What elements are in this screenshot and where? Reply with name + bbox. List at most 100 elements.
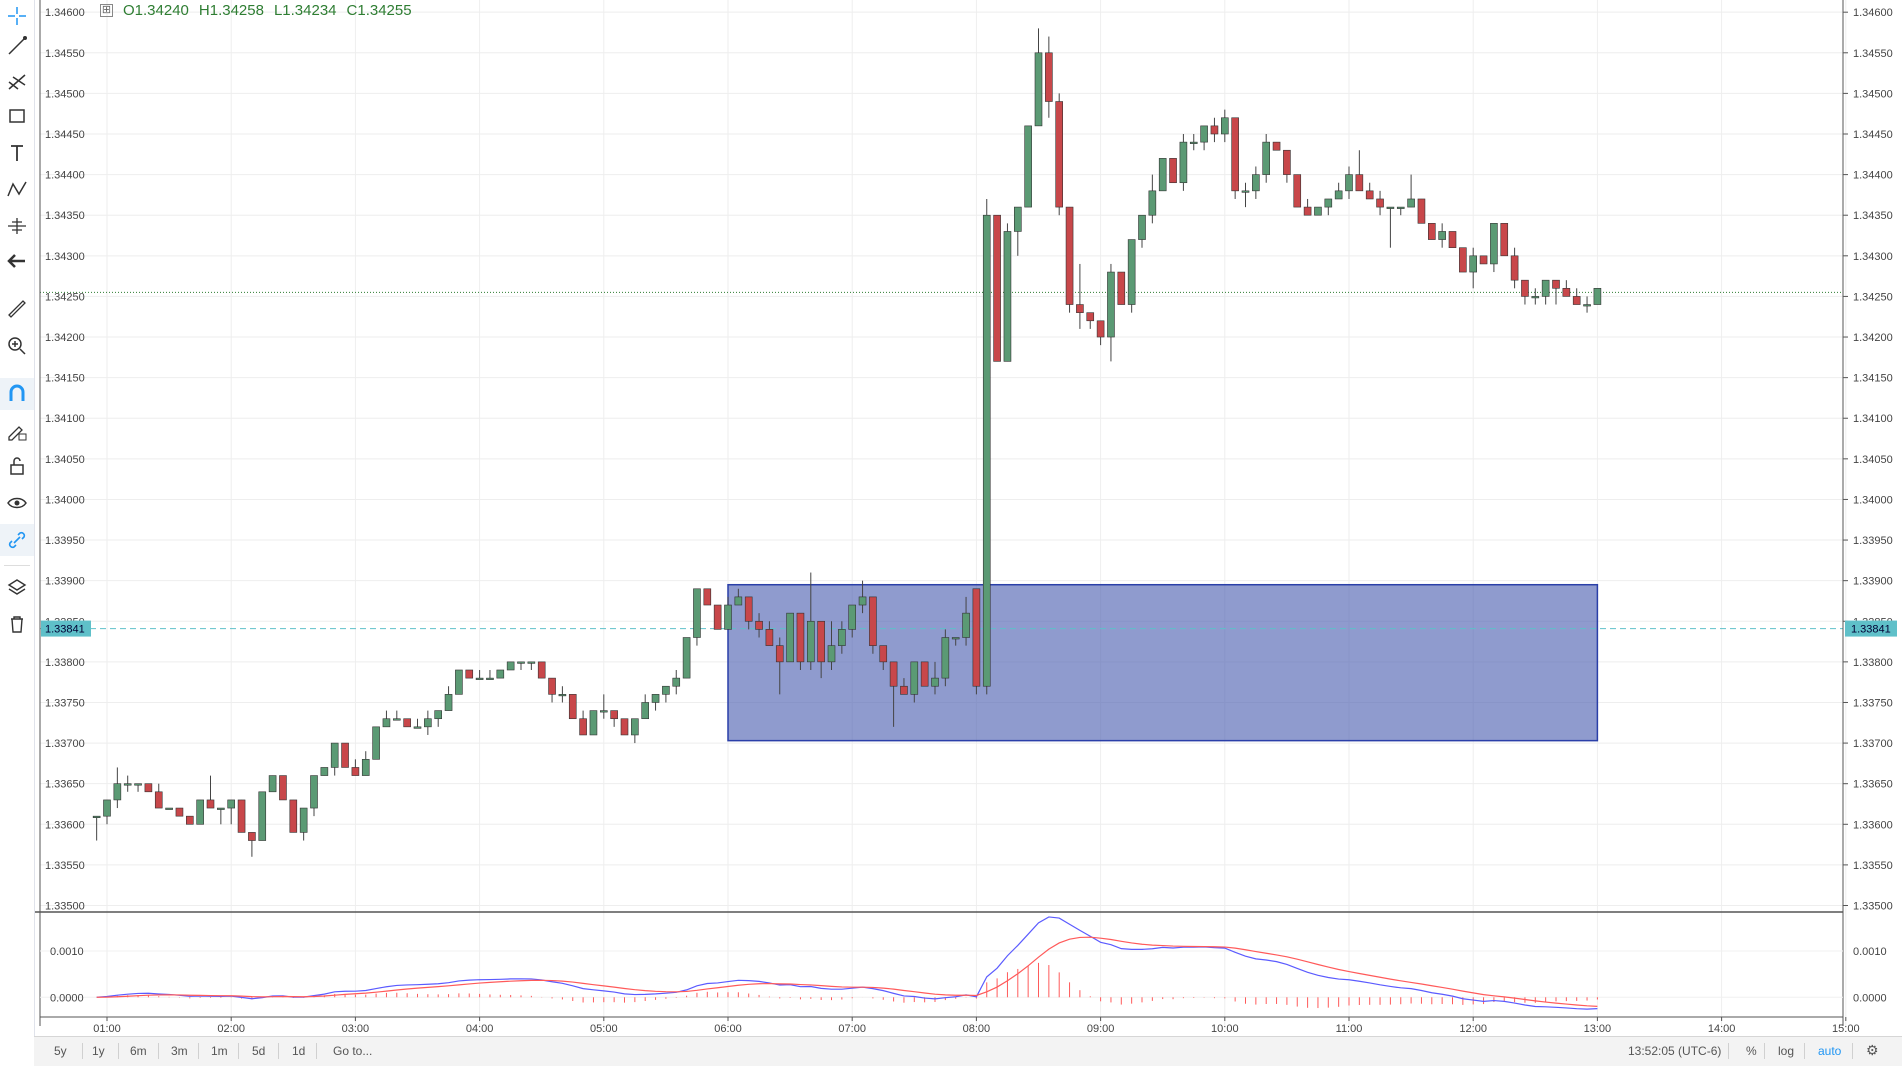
- price-tick-label: 1.33700: [1853, 738, 1893, 750]
- eye-icon[interactable]: [0, 487, 34, 519]
- candle: [1003, 223, 1012, 362]
- price-axis-left[interactable]: 1.34600 1.34550 1.34500 1.34450 1.34400 1.343…: [39, 0, 91, 1026]
- price-marker-left[interactable]: [41, 620, 91, 637]
- price-tick-label: 1.34300: [45, 251, 85, 263]
- time-tick-label: 13:00: [1584, 1023, 1612, 1035]
- candle: [982, 198, 991, 695]
- range-3m[interactable]: 3m: [171, 1044, 188, 1058]
- candle: [1055, 93, 1063, 216]
- goto-button[interactable]: Go to...: [333, 1044, 373, 1058]
- back-arrow-icon[interactable]: [0, 245, 34, 277]
- candle: [154, 783, 163, 809]
- range-5d[interactable]: 5d: [252, 1044, 266, 1058]
- candle: [827, 621, 836, 670]
- candle: [1562, 280, 1571, 297]
- trend-line-icon[interactable]: [0, 30, 34, 62]
- candle: [92, 815, 101, 841]
- percent-toggle[interactable]: %: [1746, 1044, 1757, 1058]
- candle: [537, 661, 546, 679]
- price-tick-label: 1.34250: [1853, 291, 1893, 303]
- text-icon[interactable]: [0, 137, 34, 169]
- candle: [413, 718, 422, 729]
- auto-toggle[interactable]: auto: [1818, 1044, 1842, 1058]
- layers-icon[interactable]: [0, 572, 34, 604]
- rectangle-icon[interactable]: [0, 100, 34, 132]
- candle: [931, 661, 939, 695]
- candle: [817, 620, 825, 679]
- candle: [951, 637, 960, 646]
- candle: [1459, 247, 1467, 273]
- candle: [682, 637, 691, 679]
- candle: [900, 678, 908, 695]
- candle: [869, 596, 877, 654]
- candle: [175, 807, 184, 817]
- log-toggle[interactable]: log: [1778, 1044, 1795, 1058]
- candle: [134, 783, 142, 792]
- candle: [1034, 28, 1043, 127]
- price-tick-label: 1.34350: [1853, 210, 1893, 222]
- price-marker-right[interactable]: [1845, 620, 1897, 637]
- candle: [1169, 158, 1177, 184]
- candle: [341, 742, 349, 768]
- candle: [248, 832, 256, 857]
- clock-timezone[interactable]: 13:52:05 (UTC-6): [1628, 1044, 1722, 1058]
- candle: [1148, 174, 1157, 224]
- range-1m[interactable]: 1m: [211, 1044, 228, 1058]
- candle: [744, 596, 753, 630]
- candle: [1479, 255, 1488, 265]
- candle: [1386, 206, 1395, 248]
- candle: [1189, 133, 1198, 151]
- candle: [558, 686, 567, 703]
- selection-rectangle[interactable]: [727, 583, 1599, 742]
- price-tick-label: 1.34500: [45, 88, 85, 100]
- price-tick-label: 1.33950: [45, 535, 85, 547]
- price-tick-label: 1.34600: [1853, 7, 1893, 19]
- candle: [920, 661, 929, 687]
- candle: [1365, 182, 1374, 200]
- range-5y[interactable]: 5y: [54, 1044, 67, 1058]
- candle: [403, 718, 411, 728]
- pattern-icon[interactable]: [0, 173, 34, 205]
- candle: [424, 710, 432, 735]
- trash-icon[interactable]: [0, 608, 34, 640]
- price-axis-right[interactable]: 1.34600 1.34550 1.34500 1.34450 1.34400 1.343…: [1842, 0, 1897, 1026]
- candle: [144, 783, 153, 793]
- range-6m[interactable]: 6m: [130, 1044, 147, 1058]
- unlock-icon[interactable]: [0, 450, 34, 482]
- candle: [299, 807, 308, 841]
- candle: [589, 710, 598, 736]
- pitchfork-icon[interactable]: [0, 65, 34, 97]
- time-tick-label: 15:00: [1832, 1023, 1860, 1035]
- candle: [1179, 133, 1188, 191]
- range-1y[interactable]: 1y: [92, 1044, 105, 1058]
- legend-toggle-icon[interactable]: ⊞: [100, 4, 113, 17]
- candle: [279, 775, 287, 801]
- candle: [548, 677, 556, 703]
- price-tick-label: 1.33800: [1853, 657, 1893, 669]
- link-icon[interactable]: [0, 524, 34, 556]
- candle: [1293, 174, 1302, 208]
- measure-projection-icon[interactable]: [0, 210, 34, 242]
- crosshair-icon[interactable]: [0, 0, 34, 32]
- candle: [734, 588, 743, 606]
- price-tick-label: 1.34050: [1853, 454, 1893, 466]
- time-tick-label: 09:00: [1087, 1023, 1115, 1035]
- candle: [1221, 109, 1229, 143]
- candle: [796, 612, 805, 670]
- ruler-icon[interactable]: [0, 293, 34, 325]
- settings-gear-icon[interactable]: ⚙: [1866, 1042, 1879, 1058]
- macd-tick-label: 0.0010: [50, 946, 84, 958]
- zoom-icon[interactable]: [0, 330, 34, 362]
- signal-line: [96, 936, 1598, 1007]
- range-1d[interactable]: 1d: [292, 1044, 306, 1058]
- time-axis[interactable]: 01:00 02:00 03:00 04:00 05:00 06:00 07:00 08:00…: [40, 1016, 1860, 1035]
- candle: [1045, 36, 1053, 118]
- magnet-icon[interactable]: [0, 378, 34, 410]
- lock-drawing-icon[interactable]: [0, 415, 34, 447]
- candle: [568, 694, 577, 720]
- price-tick-label: 1.34550: [1853, 48, 1893, 60]
- candle: [310, 775, 318, 817]
- candle: [1283, 149, 1291, 183]
- price-tick-label: 1.34050: [45, 454, 85, 466]
